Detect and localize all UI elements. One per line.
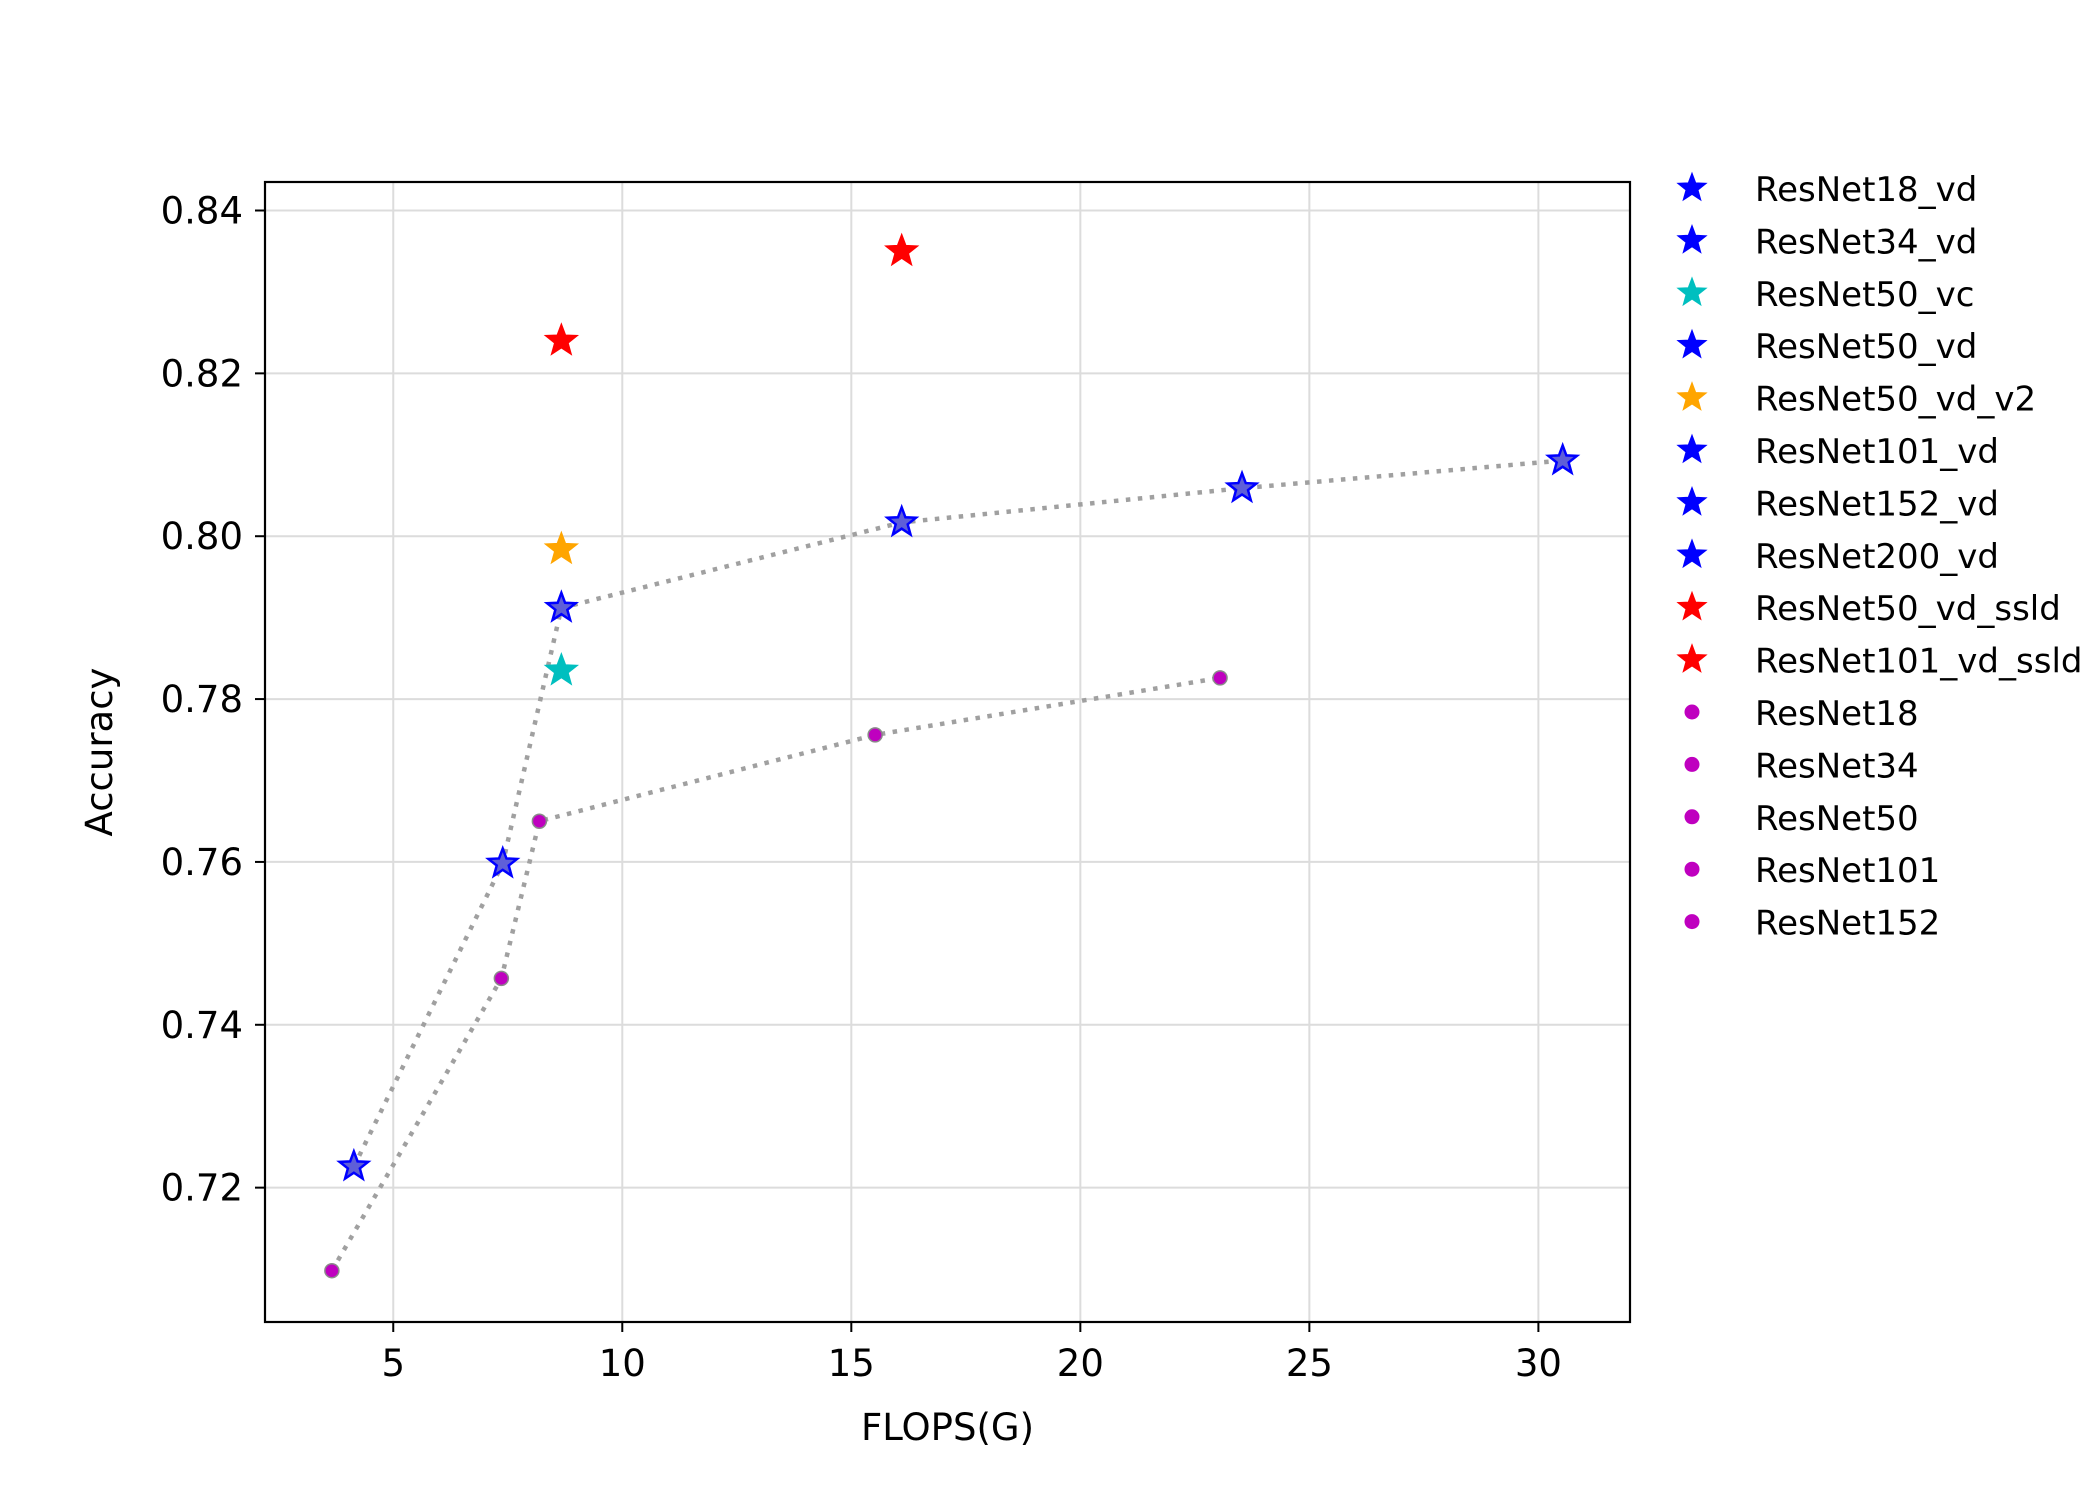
data-point-ResNet200_vd (1545, 441, 1581, 476)
legend-label-ResNet152_vd: ResNet152_vd (1755, 484, 1999, 524)
legend-marker-ResNet18 (1684, 704, 1700, 720)
data-point-ResNet50_vd (543, 589, 580, 623)
data-point-ResNet18_vd (336, 1147, 372, 1182)
legend-marker-ResNet50_vd_ssld (1676, 590, 1708, 621)
legend-marker-ResNet18_vd (1676, 171, 1708, 202)
data-point-ResNet152_vd (1224, 469, 1260, 504)
legend-marker-ResNet101_vd (1676, 433, 1708, 464)
data-point-ResNet50_vc (543, 651, 580, 686)
connector-line-baseline-family (329, 675, 1221, 1272)
legend: ResNet18_vd ResNet34_vd ResNet50_vc ResNet5… (1676, 170, 2082, 944)
legend-marker-ResNet50_vc (1676, 276, 1708, 307)
data-point-ResNet101_vd_ssld (884, 232, 920, 267)
x-tick-label: 15 (828, 1342, 875, 1385)
y-axis-label: Accuracy (78, 668, 121, 837)
legend-marker-ResNet152 (1684, 914, 1700, 930)
data-point-ResNet50 (531, 813, 548, 829)
y-tick-label: 0.72 (161, 1167, 243, 1210)
legend-marker-ResNet200_vd (1676, 538, 1708, 569)
legend-marker-ResNet34_vd (1676, 223, 1708, 254)
y-tick-label: 0.82 (161, 352, 243, 395)
y-tick-label: 0.84 (161, 190, 243, 233)
legend-label-ResNet101_vd: ResNet101_vd (1755, 432, 1999, 472)
data-point-ResNet18 (324, 1262, 340, 1279)
legend-marker-ResNet50_vd (1676, 328, 1708, 359)
x-tick-label: 5 (381, 1342, 405, 1385)
tick-layer: 5 10 15 20 25 30 0.72 0.74 0.76 0.78 0.80 0.82 0.84 (161, 190, 1562, 1386)
legend-label-ResNet50: ResNet50 (1755, 799, 1919, 839)
legend-label-ResNet50_vd_ssld: ResNet50_vd_ssld (1755, 589, 2061, 629)
y-tick-label: 0.78 (161, 678, 243, 721)
legend-marker-ResNet101_vd_ssld (1676, 643, 1708, 673)
legend-label-ResNet18_vd: ResNet18_vd (1755, 170, 1977, 210)
x-tick-label: 30 (1515, 1342, 1562, 1385)
legend-label-ResNet34: ResNet34 (1755, 746, 1919, 786)
data-point-ResNet101 (867, 727, 883, 743)
legend-label-ResNet50_vc: ResNet50_vc (1755, 275, 1975, 315)
y-tick-label: 0.80 (161, 515, 243, 558)
data-point-ResNet101_vd (884, 503, 920, 538)
legend-marker-ResNet101 (1684, 861, 1700, 877)
grid-layer (265, 182, 1630, 1322)
legend-marker-ResNet34 (1684, 756, 1700, 772)
legend-label-ResNet152: ResNet152 (1755, 904, 1940, 944)
data-point-ResNet50_vd_ssld (543, 322, 580, 356)
legend-label-ResNet50_vd: ResNet50_vd (1755, 327, 1977, 367)
legend-label-ResNet18: ResNet18 (1755, 694, 1919, 734)
connector-layer (329, 458, 1563, 1272)
legend-marker-ResNet152_vd (1676, 485, 1708, 516)
x-tick-label: 20 (1057, 1342, 1104, 1385)
legend-label-ResNet200_vd: ResNet200_vd (1755, 537, 1999, 577)
legend-label-ResNet101_vd_ssld: ResNet101_vd_ssld (1755, 642, 2082, 682)
legend-label-ResNet34_vd: ResNet34_vd (1755, 222, 1977, 262)
legend-marker-ResNet50 (1684, 809, 1700, 825)
data-point-ResNet34 (493, 970, 510, 987)
connector-line-vd-family (351, 458, 1563, 1168)
x-tick-label: 10 (599, 1342, 646, 1385)
x-axis-label: FLOPS(G) (861, 1406, 1034, 1449)
data-point-ResNet50_vd_v2 (543, 530, 580, 565)
plot-frame (263, 180, 1632, 1324)
y-tick-label: 0.76 (161, 841, 243, 884)
legend-label-ResNet101: ResNet101 (1755, 851, 1940, 891)
x-tick-label: 25 (1286, 1342, 1333, 1385)
marker-layer (324, 232, 1581, 1279)
legend-label-ResNet50_vd_v2: ResNet50_vd_v2 (1755, 380, 2036, 420)
data-point-ResNet152 (1212, 670, 1228, 686)
legend-marker-ResNet50_vd_v2 (1676, 381, 1708, 411)
data-point-ResNet34_vd (485, 844, 521, 879)
y-tick-label: 0.74 (161, 1004, 243, 1047)
